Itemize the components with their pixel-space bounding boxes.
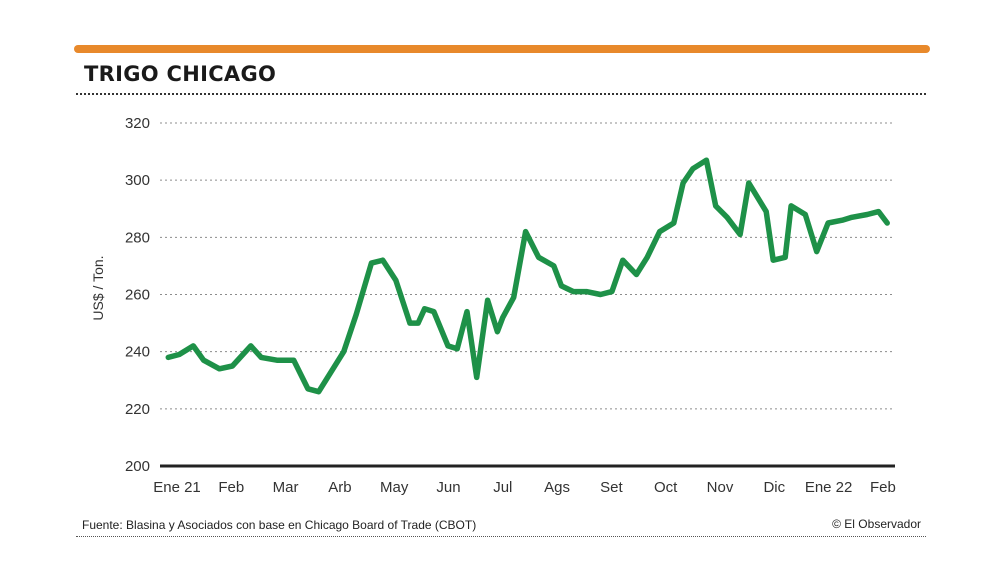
- x-tick-label: Dic: [763, 479, 785, 496]
- y-tick-label: 320: [125, 115, 150, 132]
- y-axis-title: US$ / Ton.: [90, 255, 106, 320]
- x-tick-label: Oct: [654, 479, 678, 496]
- x-tick-label: Mar: [273, 479, 299, 496]
- credit-note: © El Observador: [832, 517, 921, 531]
- x-tick-label: Nov: [707, 479, 734, 496]
- x-tick-label: Jun: [436, 479, 460, 496]
- y-tick-label: 260: [125, 287, 150, 304]
- x-tick-label: Set: [600, 479, 623, 496]
- header-accent-bar: [74, 45, 930, 53]
- footer-divider: [76, 536, 926, 537]
- y-tick-label: 220: [125, 401, 150, 418]
- source-note: Fuente: Blasina y Asociados con base en …: [82, 518, 477, 532]
- x-tick-label: Ags: [544, 479, 570, 496]
- x-tick-label: Ene 22: [805, 479, 853, 496]
- y-tick-label: 300: [125, 172, 150, 189]
- x-tick-label: Feb: [870, 479, 896, 496]
- chart-title: TRIGO CHICAGO: [84, 62, 277, 86]
- y-tick-label: 200: [125, 458, 150, 475]
- x-tick-label: Feb: [218, 479, 244, 496]
- series-line: [165, 157, 890, 395]
- x-tick-label: May: [380, 479, 409, 496]
- grid-lines: [160, 122, 895, 468]
- x-axis-ticks: Ene 21 Feb Mar Arb May Jun Jul Ags Set Oct Nov Dic E…: [153, 479, 896, 496]
- y-axis-ticks: 200 220 240 260 280 300 320: [125, 115, 150, 475]
- x-tick-label: Jul: [493, 479, 512, 496]
- y-tick-label: 280: [125, 229, 150, 246]
- y-tick-label: 240: [125, 344, 150, 361]
- x-tick-label: Ene 21: [153, 479, 201, 496]
- title-divider: [76, 93, 926, 95]
- x-tick-label: Arb: [328, 479, 351, 496]
- series-group: [165, 157, 890, 395]
